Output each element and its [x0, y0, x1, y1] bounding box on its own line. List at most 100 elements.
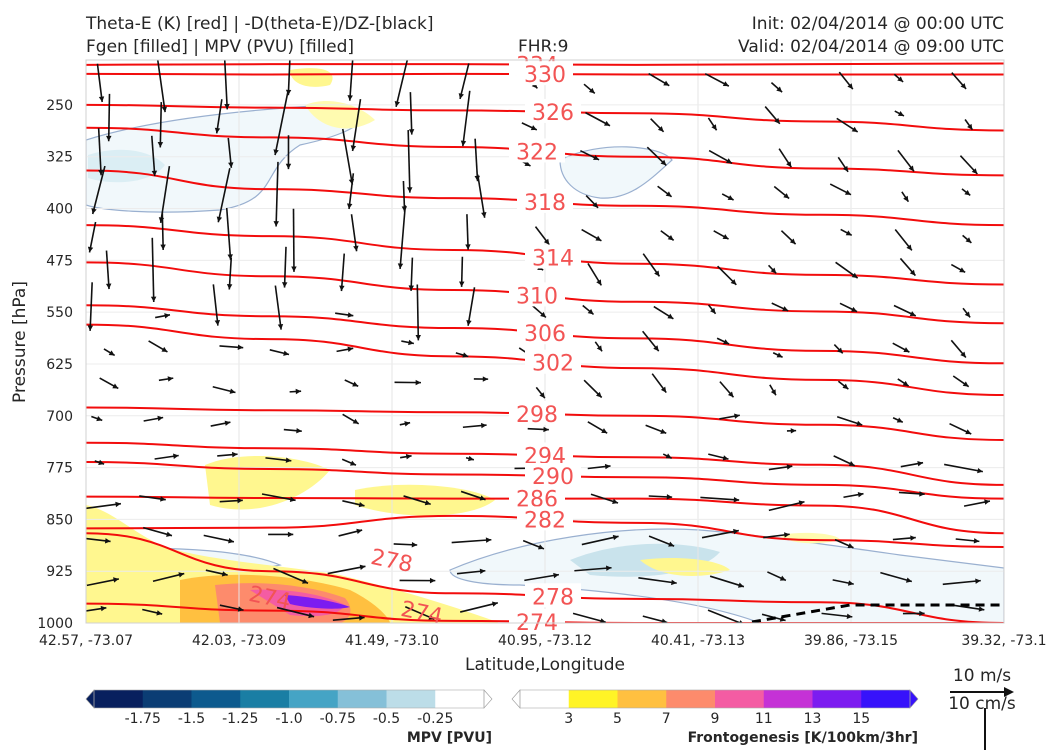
- mpv-fill: [449, 528, 1004, 623]
- wind-arrow-head: [601, 428, 608, 434]
- theta-e-label: 274: [399, 597, 445, 630]
- wind-arrow-shaft: [707, 609, 743, 623]
- wind-arrow-head: [723, 339, 730, 345]
- wind-arrow-head: [150, 296, 157, 303]
- wind-arrow-shaft: [942, 579, 981, 586]
- theta-e-label-bg: [509, 485, 565, 510]
- wind-arrow-shaft: [212, 284, 219, 326]
- theta-e-label: 278: [369, 545, 415, 578]
- wind-arrow-head: [596, 345, 603, 352]
- x-tick-label: 40.95, -73.12: [498, 633, 592, 649]
- theta-e-label: 282: [524, 508, 566, 533]
- wind-arrow-shaft: [274, 92, 289, 156]
- wind-arrow-head: [965, 429, 972, 435]
- fgen-fill: [290, 68, 333, 87]
- colorbar-tick-label: -0.75: [320, 711, 356, 727]
- vector-key-label-top: 10 m/s: [953, 666, 1011, 686]
- wind-arrow-head: [653, 345, 659, 352]
- wind-arrow-head: [733, 496, 740, 503]
- wind-arrow-head: [224, 420, 231, 426]
- wind-arrow-head: [465, 244, 471, 250]
- wind-arrow-head: [221, 571, 228, 577]
- wind-arrow-head: [214, 127, 221, 134]
- colorbar-extend-right: [483, 689, 493, 709]
- y-tick-label: 625: [46, 357, 73, 373]
- theta-e-label: 298: [516, 403, 558, 428]
- wind-arrow-head: [349, 460, 356, 466]
- wind-arrow-head: [960, 83, 967, 89]
- wind-arrow-head: [164, 313, 170, 319]
- colorbar-extend-right: [909, 689, 919, 709]
- y-tick-label: 925: [46, 564, 73, 580]
- theta-e-label: 326: [532, 101, 574, 126]
- colorbar-tick-label: -1.5: [178, 711, 205, 727]
- wind-arrow-shaft: [474, 138, 479, 182]
- wind-arrow-shaft: [97, 128, 102, 176]
- wind-arrow-head: [734, 413, 740, 419]
- wind-arrow-shaft: [159, 102, 163, 148]
- wind-arrow-head: [460, 140, 467, 147]
- wind-arrow-head: [350, 145, 357, 151]
- theta-e-label-bg: [509, 400, 565, 425]
- wind-arrow-head: [660, 386, 667, 393]
- wind-arrow-shaft: [340, 253, 346, 292]
- wind-arrow-head: [347, 95, 353, 101]
- wind-arrow-head: [592, 202, 599, 208]
- wind-arrow-shaft: [261, 493, 296, 502]
- colorbar-swatch: [520, 690, 570, 708]
- colorbar-swatch: [337, 690, 387, 708]
- wind-arrow-head: [978, 606, 985, 612]
- wind-arrow-head: [156, 610, 163, 616]
- wind-arrow-head: [539, 392, 545, 399]
- wind-arrow-head: [851, 272, 858, 279]
- wind-arrow-head: [722, 81, 729, 87]
- init-time: Init: 02/04/2014 @ 00:00 UTC: [751, 14, 1004, 34]
- colorbar-tick-label: 5: [613, 711, 622, 727]
- wind-arrow-head: [429, 577, 436, 584]
- theta-e-label-bg: [509, 138, 565, 163]
- wind-arrow-head: [600, 618, 606, 623]
- wind-arrow-head: [786, 161, 792, 168]
- wind-arrow-head: [842, 165, 849, 172]
- wind-arrow-head: [228, 538, 234, 544]
- wind-arrow-head: [397, 263, 404, 269]
- wind-arrow-head: [482, 376, 489, 382]
- wind-arrow-head: [909, 269, 916, 276]
- wind-arrow-head: [237, 606, 244, 612]
- wind-arrow-head: [481, 212, 487, 218]
- wind-arrow-shaft: [348, 173, 355, 210]
- wind-arrow-head: [358, 501, 365, 508]
- wind-arrow-head: [161, 106, 168, 113]
- wind-arrow-head: [91, 208, 97, 215]
- wind-arrow-head: [663, 80, 670, 86]
- wind-arrow-shaft: [156, 60, 166, 113]
- wind-arrow-shaft: [161, 211, 164, 250]
- wind-arrow-shaft: [150, 135, 156, 177]
- wind-arrow-head: [847, 543, 854, 549]
- wind-arrow-head: [291, 266, 297, 272]
- wind-arrow-head: [537, 544, 544, 550]
- wind-arrow-head: [296, 427, 302, 434]
- wind-arrow-head: [479, 495, 486, 501]
- wind-arrow-head: [394, 100, 400, 107]
- wind-arrow-head: [973, 538, 980, 544]
- title-line-1: Theta-E (K) [red] | -D(theta-E)/DZ-[blac…: [86, 14, 434, 34]
- theta-e-labels: 3343303263223183143103063022982942902862…: [247, 51, 581, 636]
- theta-e-label-bg: [517, 506, 573, 531]
- wind-arrow-head: [661, 618, 668, 623]
- colorbar-swatch: [289, 690, 339, 708]
- wind-arrow-head: [98, 169, 104, 176]
- colorbar-frame: [519, 689, 911, 709]
- theta-e-label: 314: [532, 246, 574, 271]
- wind-arrow-head: [789, 238, 796, 245]
- colorbar-tick-label: 7: [662, 711, 671, 727]
- wind-arrow-head: [737, 582, 744, 588]
- colorbar-tick-label: 15: [852, 711, 870, 727]
- theta-e-label: 310: [516, 284, 558, 309]
- wind-arrow-head: [98, 96, 105, 102]
- wind-arrow-head: [964, 311, 971, 318]
- wind-arrow-head: [113, 577, 119, 583]
- wind-arrow-head: [605, 565, 612, 571]
- wind-arrow-head: [424, 500, 431, 506]
- wind-arrow-head: [902, 380, 909, 387]
